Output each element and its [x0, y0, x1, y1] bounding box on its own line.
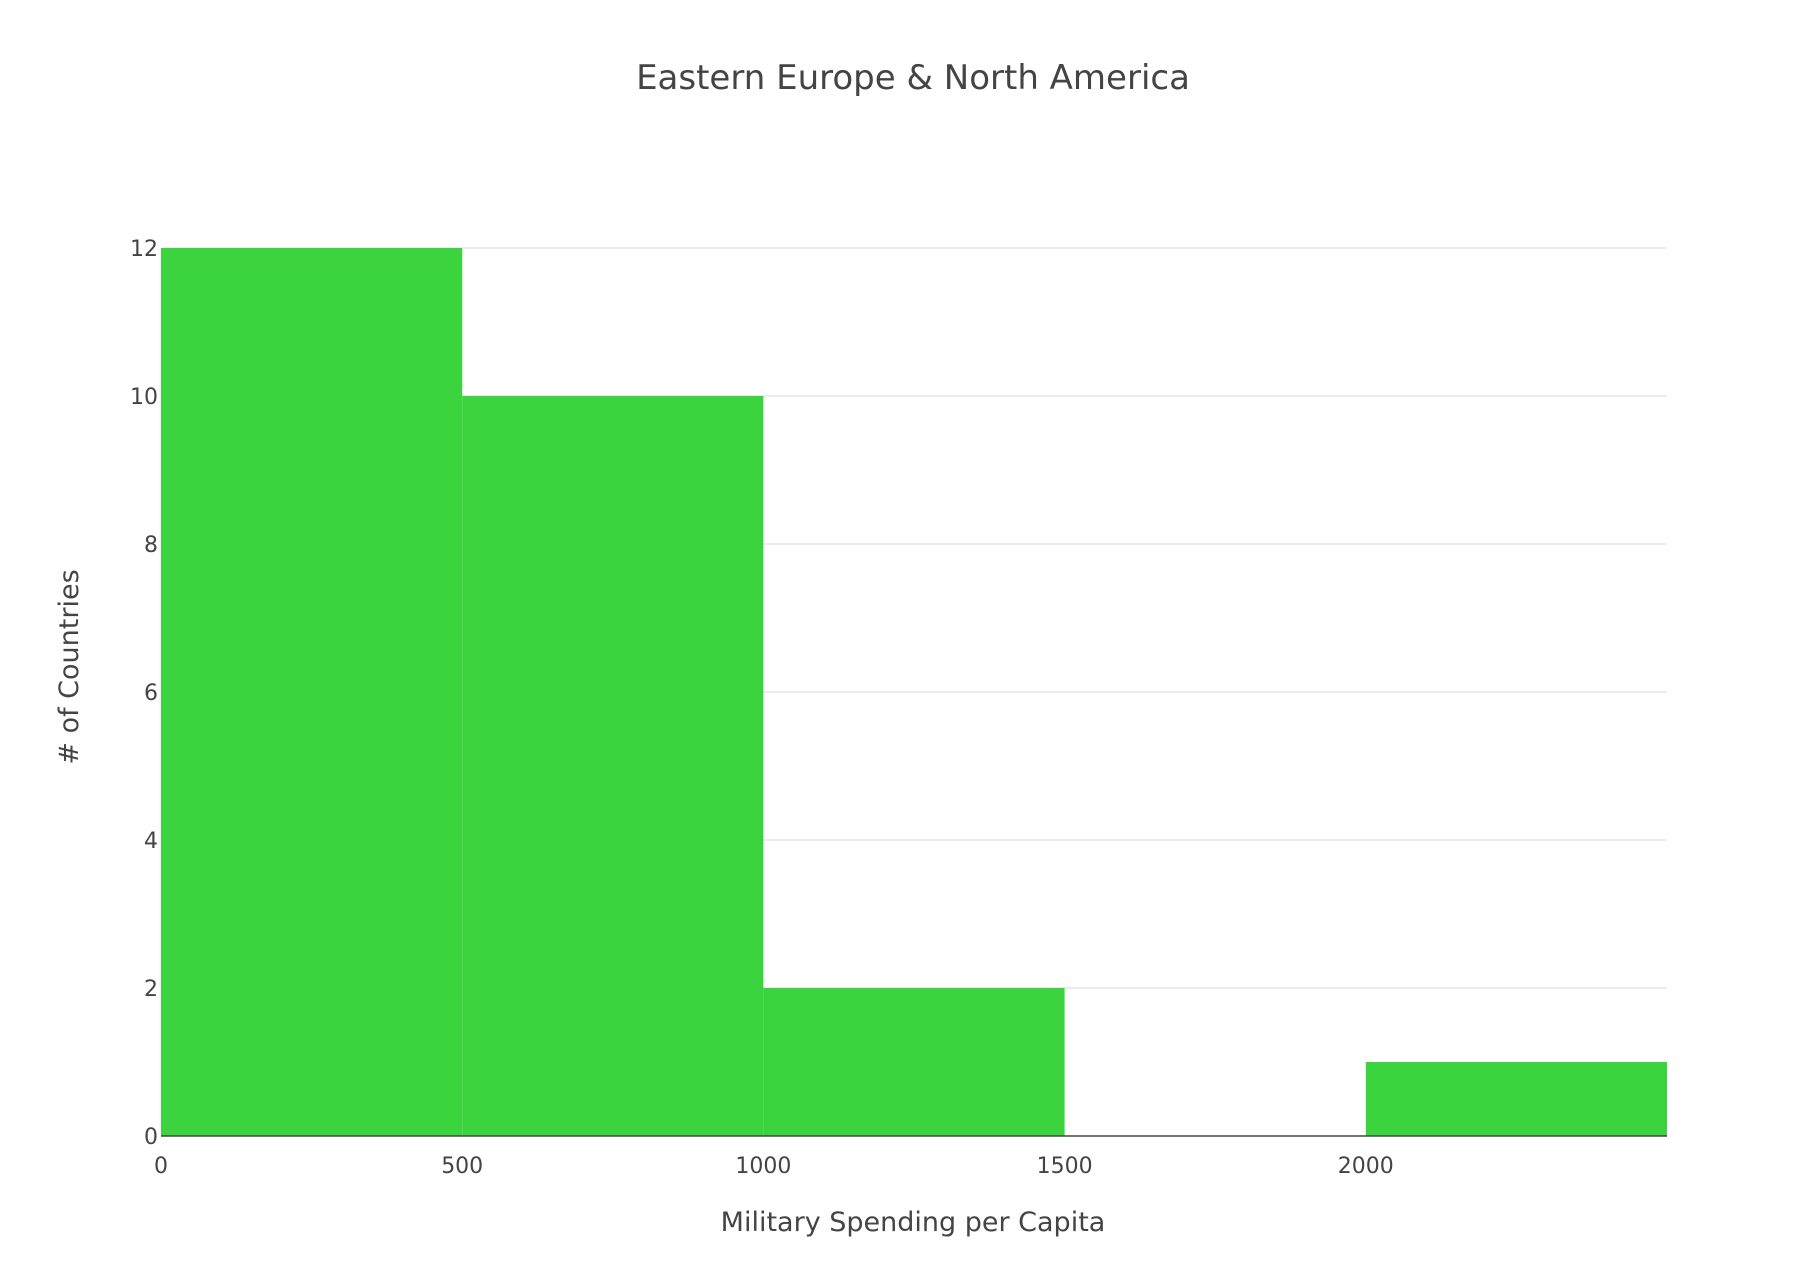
histogram-bar-500-1000 — [462, 396, 764, 1136]
x-tick-label: 2000 — [1338, 1154, 1394, 1179]
y-tick-label: 6 — [144, 681, 158, 706]
bars — [161, 248, 1667, 1136]
y-axis-ticks: 0 2 4 6 8 10 12 — [130, 237, 158, 1150]
y-axis-title: # of Countries — [54, 569, 85, 764]
x-tick-label: 1000 — [735, 1154, 791, 1179]
x-axis-ticks: 0 500 1000 1500 2000 — [154, 1154, 1394, 1179]
x-tick-label: 500 — [441, 1154, 483, 1179]
histogram-bar-0-500 — [161, 248, 463, 1136]
histogram-bar-1000-1500 — [763, 988, 1065, 1136]
histogram-bar-2000-2500 — [1365, 1062, 1667, 1136]
chart-title: Eastern Europe & North America — [636, 58, 1190, 98]
y-tick-label: 12 — [130, 237, 158, 262]
y-tick-label: 8 — [144, 533, 158, 558]
y-tick-label: 4 — [144, 829, 158, 854]
x-tick-label: 1500 — [1037, 1154, 1093, 1179]
y-tick-label: 10 — [130, 385, 158, 410]
y-tick-label: 2 — [144, 977, 158, 1002]
y-tick-label: 0 — [144, 1125, 158, 1150]
x-axis-title: Military Spending per Capita — [721, 1207, 1106, 1238]
x-tick-label: 0 — [154, 1154, 168, 1179]
